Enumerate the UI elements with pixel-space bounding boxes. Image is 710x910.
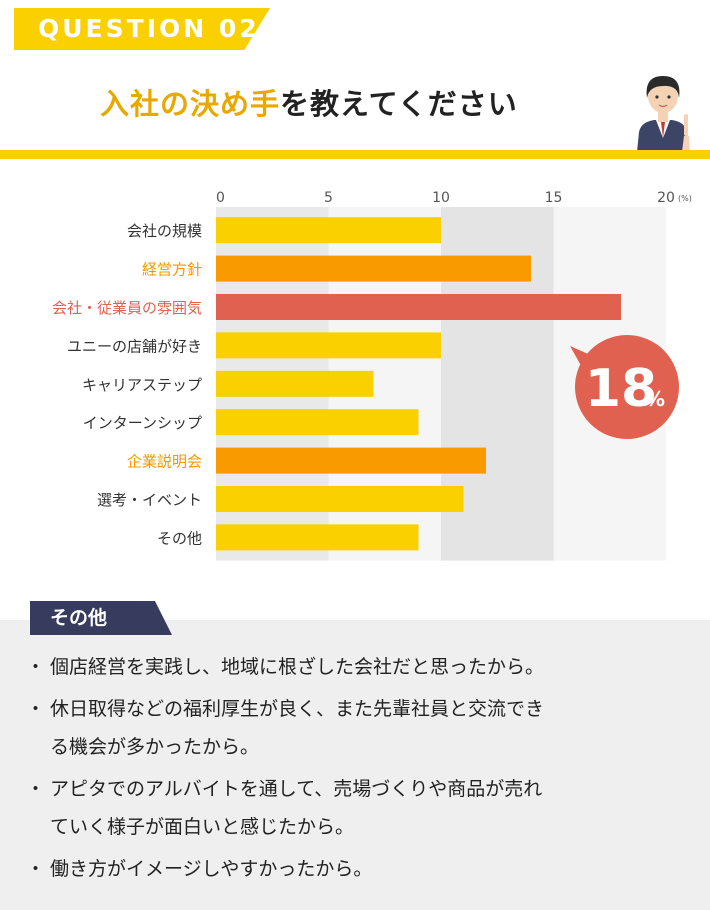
bar <box>216 370 374 397</box>
title-highlight: 入社の決め手 <box>100 87 281 121</box>
callout-unit: % <box>645 387 665 411</box>
category-label: キャリアステップ <box>82 376 202 394</box>
others-list: 個店経営を実践し、地域に根ざした会社だと思ったから。 休日取得などの福利厚生が良… <box>26 648 688 892</box>
bar <box>216 447 486 474</box>
x-tick-label: 20 <box>657 190 675 206</box>
category-label: 会社の規模 <box>127 222 202 240</box>
others-item: アピタでのアルバイトを通して、売場づくりや商品が売れ ていく様子が面白いと感じた… <box>26 770 688 846</box>
title-underline <box>0 150 710 159</box>
bar <box>216 255 531 282</box>
x-tick-label: 10 <box>432 190 450 206</box>
callout-bubble <box>575 335 679 439</box>
others-item: 働き方がイメージしやすかったから。 <box>26 850 688 888</box>
callout-value: 18 <box>585 359 657 419</box>
bar <box>216 332 441 359</box>
x-tick-label: 5 <box>324 190 333 206</box>
bar-chart: 0 5 10 15 20 (%) 会社の規模経営方針会社・従業員の雰囲気ユニーの店舗が好きキ… <box>52 190 692 561</box>
bar <box>216 524 419 551</box>
question-badge <box>14 8 270 50</box>
person-illustration-icon <box>637 76 690 152</box>
others-heading: その他 <box>50 607 108 629</box>
question-label: QUESTION 02 <box>38 14 260 43</box>
x-tick-label: 0 <box>216 190 225 206</box>
bar <box>216 486 464 512</box>
category-label: インターンシップ <box>83 414 202 432</box>
others-heading-badge <box>30 601 172 635</box>
others-item: 個店経営を実践し、地域に根ざした会社だと思ったから。 <box>26 648 688 686</box>
category-label: 企業説明会 <box>127 453 202 471</box>
x-unit-label: (%) <box>678 194 692 203</box>
bar <box>216 294 621 320</box>
page-title: 入社の決め手を教えてください <box>100 84 518 124</box>
title-rest: を教えてください <box>280 87 518 121</box>
category-label: 選考・イベント <box>97 491 202 509</box>
category-label: 経営方針 <box>142 261 202 279</box>
others-item: 休日取得などの福利厚生が良く、また先輩社員と交流でき る機会が多かったから。 <box>26 690 688 766</box>
bar <box>216 217 441 244</box>
bar <box>216 409 419 436</box>
category-label: ユニーの店舗が好き <box>67 337 202 355</box>
category-label: その他 <box>157 529 202 547</box>
x-tick-label: 15 <box>545 190 563 206</box>
category-label: 会社・従業員の雰囲気 <box>52 299 202 317</box>
